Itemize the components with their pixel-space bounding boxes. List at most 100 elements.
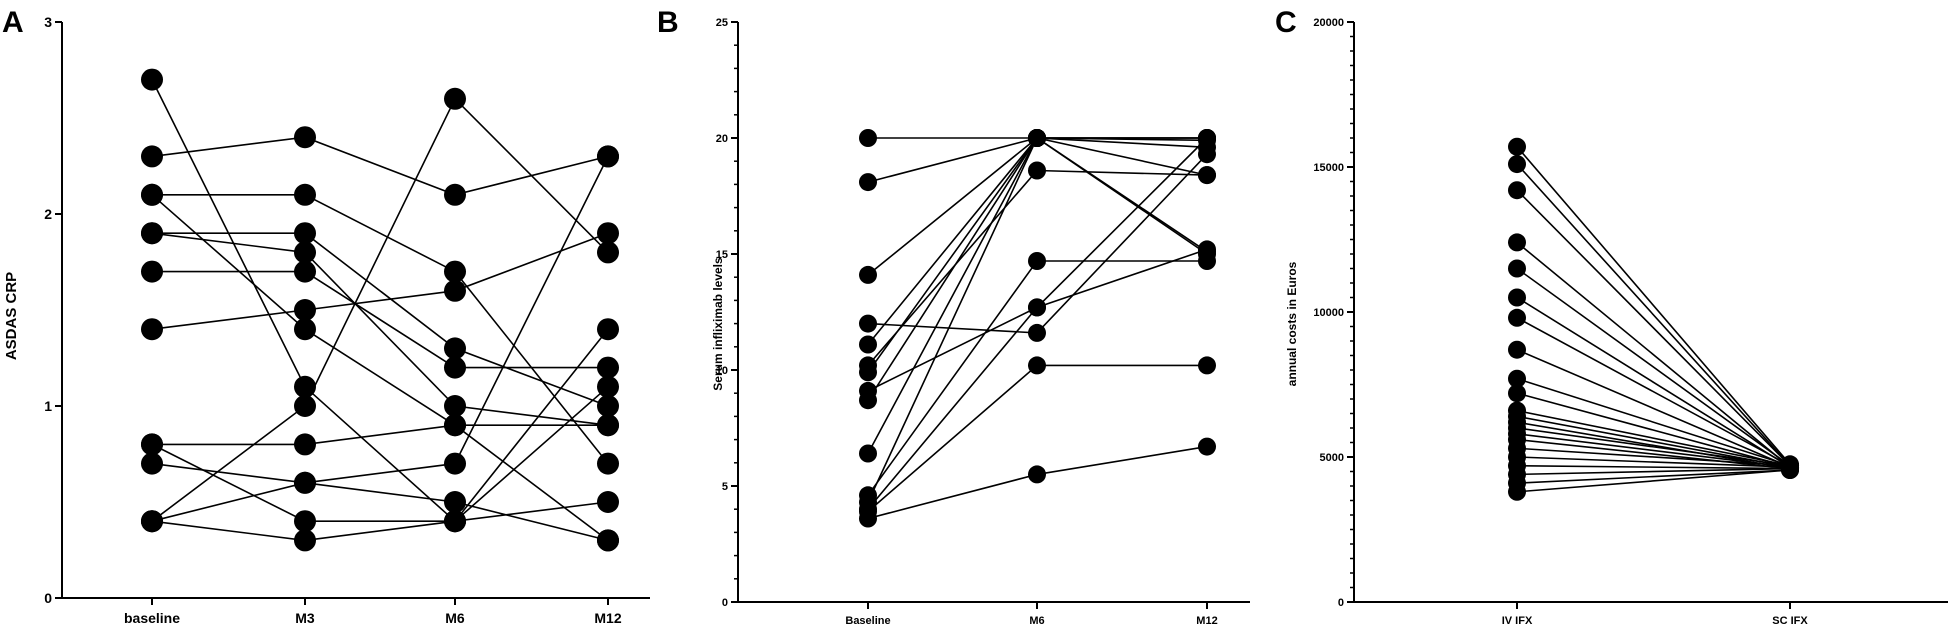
data-point [444, 356, 466, 379]
chart-panel-b: B 0 5 10 15 20 25 Baseline M6 M12 Serum infliximab… [657, 6, 1250, 627]
x-tick-label: Baseline [845, 615, 890, 627]
series-line [151, 232, 609, 330]
data-point [1508, 259, 1526, 278]
series-points [859, 129, 1216, 528]
data-point [1508, 308, 1526, 327]
data-point [1028, 161, 1046, 180]
y-axis-title: ASDAS CRP [3, 272, 20, 360]
y-tick-label: 15000 [1313, 162, 1344, 174]
series-line [151, 462, 609, 542]
series-line [1516, 438, 1791, 470]
x-tick-label: M6 [1029, 615, 1044, 627]
data-point [444, 414, 466, 437]
y-tick-label: 0 [44, 590, 52, 606]
data-point [294, 375, 316, 398]
series-line [1516, 456, 1791, 468]
series-line [152, 424, 608, 446]
series-lines [151, 79, 609, 542]
data-point [141, 222, 163, 245]
data-point [294, 222, 316, 245]
data-point [859, 335, 877, 354]
y-tick-label: 10 [716, 365, 728, 377]
y-tick-label: 10000 [1313, 307, 1344, 319]
series-points [1508, 137, 1799, 501]
series-line [151, 156, 609, 522]
series-line [1516, 348, 1791, 468]
series-line [867, 137, 1208, 510]
series-line [1516, 163, 1791, 467]
data-point [1198, 356, 1216, 375]
x-tick-label: SC IFX [1772, 615, 1808, 627]
data-point [444, 337, 466, 360]
x-tick-label: M6 [445, 610, 465, 626]
series-line [151, 386, 609, 523]
data-point [1198, 252, 1216, 270]
series-line [867, 137, 1207, 454]
series-line [1516, 241, 1791, 468]
data-point [597, 356, 619, 379]
series-line [1516, 146, 1791, 465]
data-point [294, 183, 316, 206]
series-line [1516, 267, 1791, 467]
data-point [444, 183, 466, 206]
series-line [1516, 467, 1791, 476]
y-tick-label: 2 [44, 206, 52, 222]
data-point [1028, 129, 1046, 147]
data-point [444, 491, 466, 513]
data-point [141, 260, 163, 283]
data-point [294, 471, 316, 494]
y-tick-label: 25 [716, 17, 728, 29]
data-point [597, 318, 619, 341]
data-point [1508, 181, 1526, 200]
data-point [597, 395, 619, 417]
panel-letter: B [657, 6, 679, 39]
data-point [1028, 465, 1046, 484]
data-point [859, 129, 877, 147]
data-point [1198, 166, 1216, 185]
y-tick-label: 0 [722, 597, 728, 609]
series-line [1516, 189, 1791, 467]
y-tick-label: 20000 [1313, 17, 1344, 29]
panel-letter: C [1275, 6, 1297, 39]
data-point [1781, 461, 1799, 479]
data-point [859, 444, 877, 463]
data-point [294, 126, 316, 149]
x-tick-label: baseline [124, 610, 180, 626]
data-point [597, 375, 619, 398]
data-point [1028, 252, 1046, 270]
y-tick-label: 0 [1338, 597, 1344, 609]
y-tick-label: 1 [44, 398, 52, 414]
series-line [1516, 377, 1791, 467]
series-line [151, 97, 609, 522]
data-point [859, 314, 877, 333]
data-point [597, 452, 619, 475]
series-line [151, 328, 609, 542]
data-point [1508, 155, 1526, 174]
y-tick-label: 5 [722, 481, 728, 493]
chart-panel-c: C 0 5000 10000 15000 20000 IV IFX SC IFX annual … [1275, 6, 1948, 627]
data-point [1198, 437, 1216, 456]
data-point [444, 452, 466, 475]
data-point [444, 510, 466, 533]
series-lines [1516, 146, 1791, 493]
series-line [152, 270, 608, 369]
data-point [141, 452, 163, 475]
y-axis-title: annual costs in Euros [1285, 261, 1299, 386]
data-point [1508, 137, 1526, 156]
series-line [151, 136, 609, 196]
data-point [294, 299, 316, 321]
y-tick-label: 3 [44, 14, 52, 30]
data-point [444, 87, 466, 110]
data-point [1028, 323, 1046, 342]
data-point [294, 529, 316, 552]
data-point [141, 433, 163, 456]
series-line [151, 194, 609, 542]
series-line [1516, 433, 1791, 468]
data-point [597, 414, 619, 437]
series-line [1516, 427, 1791, 467]
series-line [151, 232, 609, 426]
data-point [597, 222, 619, 245]
data-point [141, 68, 163, 91]
y-tick-label: 5000 [1320, 452, 1344, 464]
